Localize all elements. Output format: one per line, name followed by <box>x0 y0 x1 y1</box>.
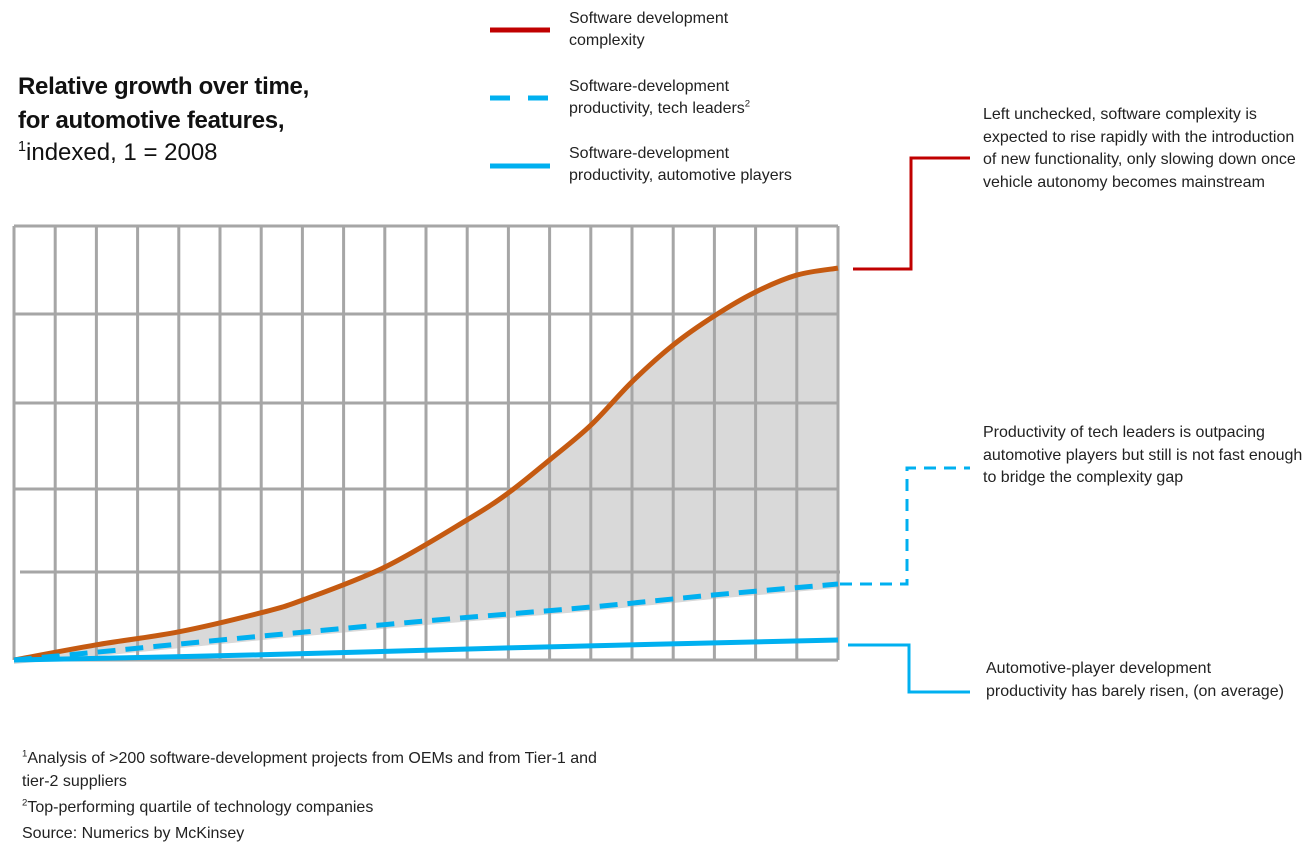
annotation-automotive-players: Automotive-player development productivi… <box>986 660 1284 700</box>
footnote-marker: 2 <box>744 98 751 110</box>
legend-item-tech-leaders: Software-development productivity, tech … <box>569 76 869 120</box>
legend-label: Software-development <box>569 78 730 95</box>
footnote-2: 2Top-performing quartile of technology c… <box>22 795 373 821</box>
legend-label: Software development <box>569 10 729 27</box>
legend-item-complexity: Software development complexity <box>569 8 869 52</box>
footnote-text: Top-performing quartile of technology co… <box>27 799 374 816</box>
subtitle-text: indexed, 1 = 2008 <box>26 139 218 166</box>
annotation-connector <box>840 466 970 586</box>
footnote-marker: 1 <box>18 139 27 155</box>
annotation-connector <box>848 643 970 694</box>
series-line-tech-leaders <box>13 581 839 663</box>
legend-label: Software-development <box>569 145 730 162</box>
legend-label: productivity, automotive players <box>569 167 792 184</box>
footnote-1: 1Analysis of >200 software-development p… <box>22 746 597 772</box>
chart-subtitle: 1indexed, 1 = 2008 <box>18 138 218 168</box>
legend-label-text: productivity, tech leaders <box>569 100 745 117</box>
annotation-connector <box>853 156 970 271</box>
legend-item-automotive-players: Software-development productivity, autom… <box>569 143 869 187</box>
legend-label: productivity, tech leaders2 <box>569 98 869 120</box>
series-line-automotive-players <box>13 637 839 663</box>
footnote-text: Analysis of >200 software-development pr… <box>27 750 597 767</box>
series-line-complexity <box>13 265 839 663</box>
title-line-1: Relative growth over time, <box>18 73 309 100</box>
title-line-2: for automotive features, <box>18 107 285 134</box>
footnote-marker: 1 <box>22 748 28 760</box>
chart-title: Relative growth over time, for automotiv… <box>18 70 309 138</box>
legend-label: complexity <box>569 32 645 49</box>
footnote-marker: 2 <box>22 797 28 809</box>
source-note: Source: Numerics by McKinsey <box>22 825 245 842</box>
annotation-tech-leaders: Productivity of tech leaders is outpacin… <box>983 424 1303 486</box>
annotation-complexity: Left unchecked, software complexity is e… <box>983 106 1296 191</box>
footnote-1-cont: tier-2 suppliers <box>22 773 127 790</box>
